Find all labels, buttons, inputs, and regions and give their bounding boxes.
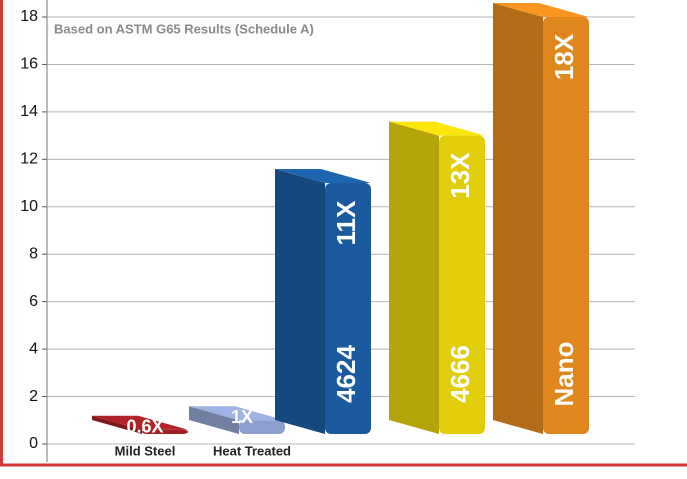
bar — [92, 415, 188, 434]
y-tick-label: 18 — [20, 8, 38, 25]
bar-face — [189, 406, 239, 434]
bar-face — [92, 415, 142, 434]
y-tick-label: 0 — [29, 435, 38, 452]
bar-face — [275, 169, 371, 184]
bar-face — [275, 169, 325, 435]
bar-face — [493, 3, 543, 434]
y-tick-label: 8 — [29, 245, 38, 262]
bar-face — [325, 183, 371, 434]
bar-face — [389, 121, 439, 434]
category-label: 4624 — [331, 345, 361, 403]
y-tick-label: 14 — [20, 103, 38, 120]
bar — [389, 121, 485, 434]
bar-face — [389, 121, 485, 136]
value-label: 11X — [331, 200, 361, 245]
bar-face — [92, 415, 188, 430]
category-label: Nano — [549, 342, 579, 407]
bar-face — [189, 406, 285, 421]
y-tick-label: 6 — [29, 293, 38, 310]
category-label: Heat Treated — [213, 443, 291, 458]
bar-face — [493, 3, 589, 17]
y-tick-label: 4 — [29, 340, 38, 357]
y-tick-label: 10 — [20, 198, 38, 215]
y-tick-label: 2 — [29, 388, 38, 405]
value-label: 0.6X — [126, 417, 163, 437]
bar — [275, 169, 371, 435]
category-label: 4666 — [445, 345, 475, 403]
bar-face — [239, 420, 285, 434]
annotation: Based on ASTM G65 Results (Schedule A) — [54, 21, 314, 36]
value-label: 13X — [445, 152, 475, 199]
value-label: 18X — [549, 33, 579, 80]
category-label: Mild Steel — [115, 443, 176, 458]
bar-face — [439, 135, 485, 434]
y-tick-label: 16 — [20, 56, 38, 73]
value-label: 1X — [231, 407, 253, 427]
bar-face — [142, 429, 188, 434]
bar-face — [543, 17, 589, 434]
bar — [493, 3, 589, 434]
bar — [189, 406, 285, 434]
y-tick-label: 12 — [20, 151, 38, 168]
